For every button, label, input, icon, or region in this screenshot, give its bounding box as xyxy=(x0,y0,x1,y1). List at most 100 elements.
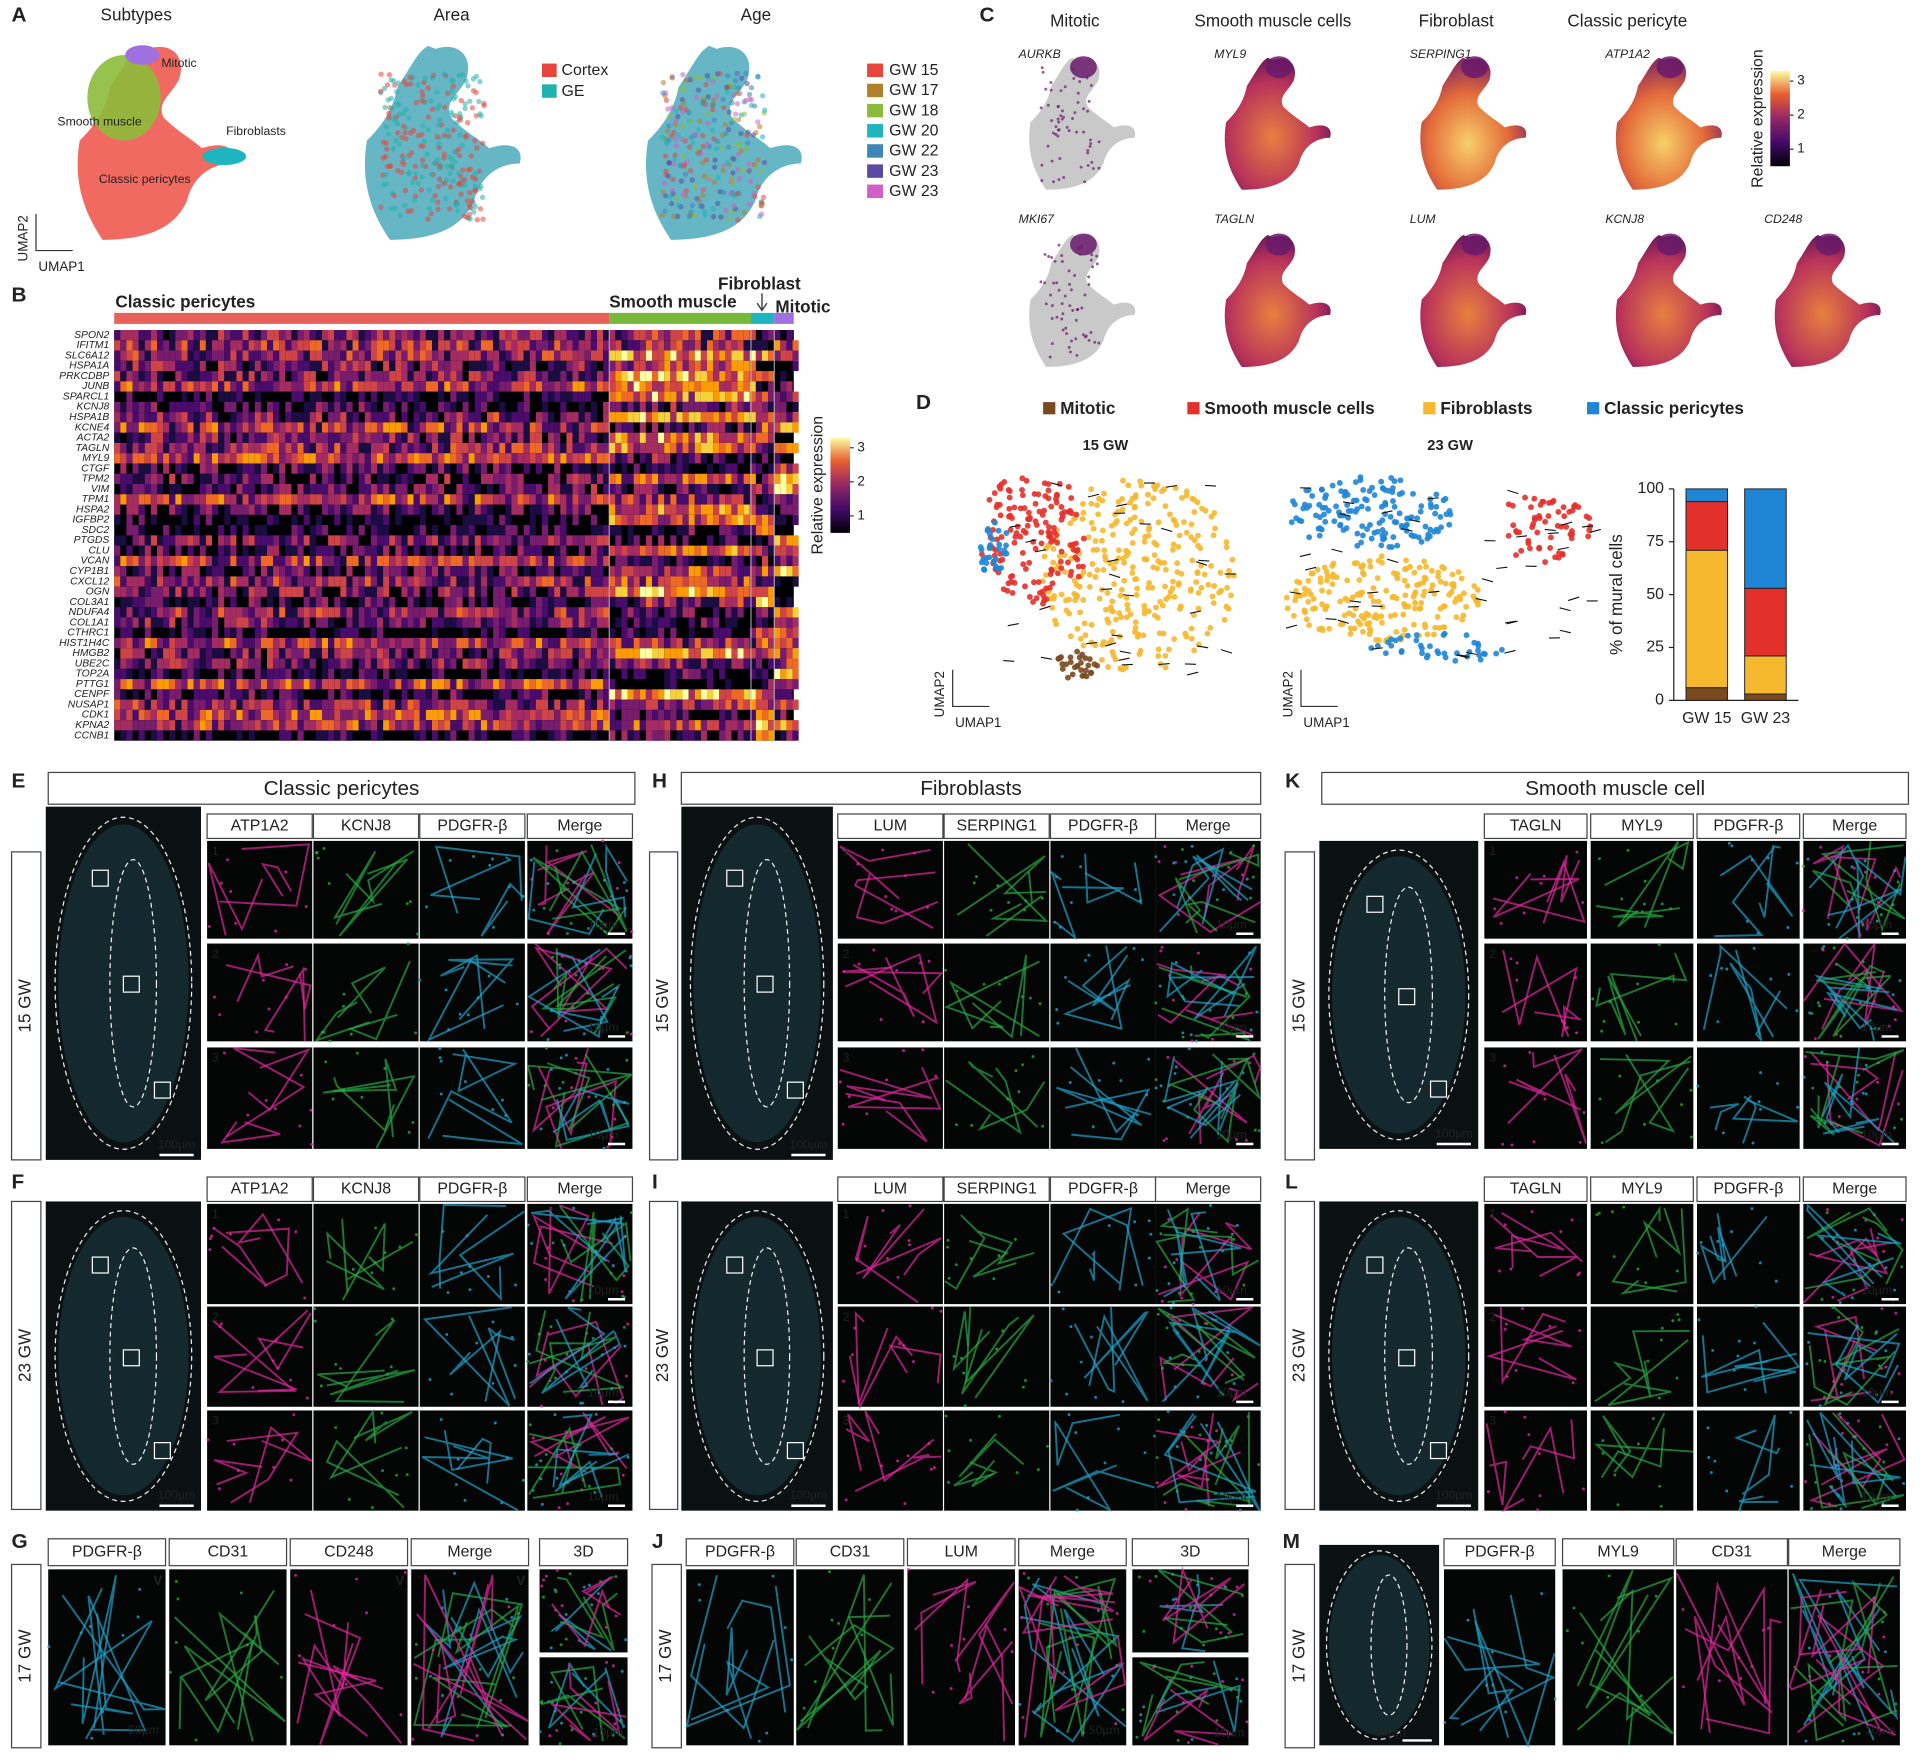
heatmap-cell xyxy=(181,443,187,453)
heatmap-cell xyxy=(432,371,438,381)
heatmap-cell xyxy=(206,607,212,617)
heatmap-cell xyxy=(151,494,157,504)
heatmap-cell xyxy=(420,371,426,381)
heatmap-cell xyxy=(395,556,401,566)
heatmap-cell xyxy=(145,679,151,689)
heatmap-cell xyxy=(218,669,224,679)
heatmap-cell xyxy=(420,700,426,710)
heatmap-cell xyxy=(487,505,493,515)
heatmap-cell xyxy=(212,494,218,504)
heatmap-cell xyxy=(291,546,297,556)
umap-cell xyxy=(390,106,395,111)
heatmap-cell xyxy=(249,689,255,699)
umap-cell xyxy=(474,145,479,150)
heatmap-cell xyxy=(511,340,517,350)
heatmap-cell xyxy=(188,628,194,638)
heatmap-cell xyxy=(383,587,389,597)
heatmap-cell xyxy=(719,463,725,473)
heatmap-cell xyxy=(670,330,676,340)
heatmap-cell xyxy=(664,689,670,699)
heatmap-cell xyxy=(481,433,487,443)
heatmap-cell xyxy=(713,607,719,617)
heatmap-cell xyxy=(786,597,792,607)
heatmap-cell xyxy=(652,361,658,371)
heatmap-cell xyxy=(243,433,249,443)
expressing-cell xyxy=(1052,282,1055,285)
heatmap-cell xyxy=(432,422,438,432)
umap-cell xyxy=(425,216,430,221)
heatmap-cell xyxy=(236,556,242,566)
heatmap-cell xyxy=(298,648,304,658)
heatmap-cell xyxy=(481,556,487,566)
heatmap-cell xyxy=(224,351,230,361)
heatmap-cell xyxy=(762,710,768,720)
heatmap-cell xyxy=(291,720,297,730)
heatmap-cell xyxy=(304,433,310,443)
heatmap-cell xyxy=(505,453,511,463)
velocity-cell xyxy=(1160,603,1166,609)
heatmap-cell xyxy=(353,381,359,391)
heatmap-cell xyxy=(566,587,572,597)
heatmap-cell xyxy=(438,546,444,556)
umap-cell xyxy=(705,111,710,116)
heatmap-cell xyxy=(793,648,799,658)
heatmap-cell xyxy=(628,638,634,648)
heatmap-cell xyxy=(707,351,713,361)
heatmap-cell xyxy=(322,494,328,504)
heatmap-cell xyxy=(389,710,395,720)
heatmap-cell xyxy=(719,566,725,576)
heatmap-cell xyxy=(273,422,279,432)
heatmap-cell xyxy=(444,700,450,710)
expressing-cell xyxy=(1089,145,1092,148)
velocity-cell xyxy=(1017,534,1023,540)
heatmap-cell xyxy=(524,556,530,566)
heatmap-cell xyxy=(243,638,249,648)
heatmap-cell xyxy=(200,340,206,350)
heatmap-cell xyxy=(139,494,145,504)
heatmap-cell xyxy=(621,659,627,669)
gene-label: LUM xyxy=(1410,212,1437,226)
heatmap-cell xyxy=(481,422,487,432)
heatmap-cell xyxy=(481,392,487,402)
heatmap-cell xyxy=(744,525,750,535)
heatmap-cell xyxy=(444,576,450,586)
umap-cell xyxy=(666,123,671,128)
heatmap-cell xyxy=(261,556,267,566)
heatmap-cell xyxy=(285,700,291,710)
expressing-cell xyxy=(1087,164,1090,167)
heatmap-cell xyxy=(621,515,627,525)
umap-cell xyxy=(669,133,674,138)
heatmap-cell xyxy=(481,607,487,617)
heatmap-cell xyxy=(573,700,579,710)
heatmap-cell xyxy=(738,484,744,494)
umap-cell xyxy=(419,175,424,180)
heatmap-cell xyxy=(450,453,456,463)
umap-cell xyxy=(462,106,467,111)
heatmap-cell xyxy=(163,351,169,361)
heatmap-cell xyxy=(194,679,200,689)
heatmap-cell xyxy=(701,392,707,402)
velocity-cell xyxy=(1105,664,1111,670)
umap-cell xyxy=(454,201,459,206)
heatmap-cell xyxy=(273,617,279,627)
heatmap-cell xyxy=(316,525,322,535)
heatmap-cell xyxy=(120,700,126,710)
heatmap-cell xyxy=(230,556,236,566)
heatmap-cell xyxy=(438,361,444,371)
heatmap-cell xyxy=(756,351,762,361)
heatmap-cell xyxy=(475,340,481,350)
umap-cell xyxy=(383,140,388,145)
heatmap-cell xyxy=(701,720,707,730)
heatmap-cell xyxy=(646,453,652,463)
heatmap-cell xyxy=(481,617,487,627)
heatmap-cell xyxy=(652,381,658,391)
heatmap-cell xyxy=(487,422,493,432)
heatmap-cell xyxy=(145,556,151,566)
velocity-cell xyxy=(1130,496,1136,502)
heatmap-cell xyxy=(401,546,407,556)
umap-cell xyxy=(679,136,684,141)
heatmap-cell xyxy=(719,371,725,381)
heatmap-cell xyxy=(114,371,120,381)
heatmap-cell xyxy=(291,556,297,566)
heatmap-cell xyxy=(267,659,273,669)
